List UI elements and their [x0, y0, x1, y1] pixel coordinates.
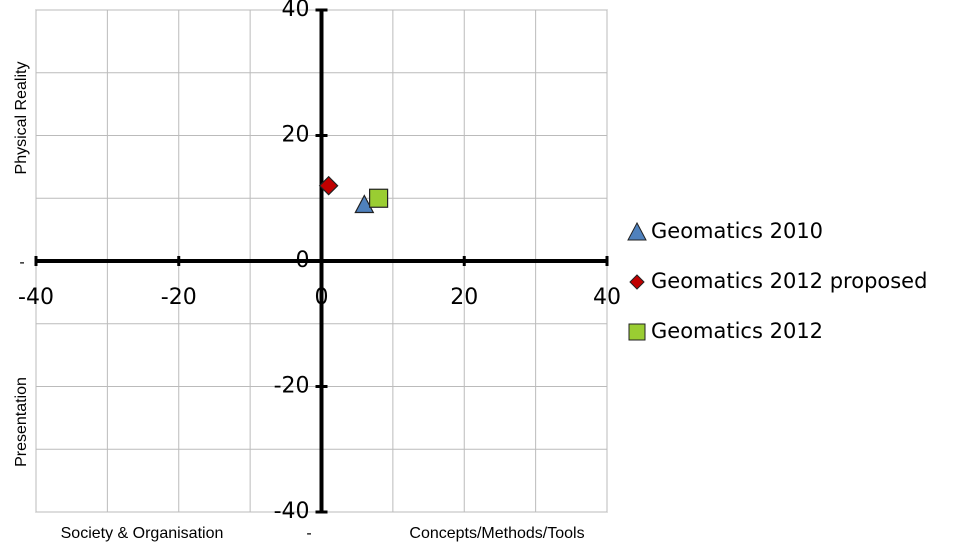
- annotation: Society & Organisation: [61, 525, 224, 542]
- x-tick-label: 40: [593, 285, 621, 310]
- legend-marker: [629, 274, 645, 290]
- x-tick-label: 0: [315, 285, 329, 310]
- y-tick-label: -20: [274, 374, 310, 399]
- x-tick-label: -40: [18, 285, 54, 310]
- legend-label: Geomatics 2012: [651, 319, 823, 343]
- x-tick-label: -20: [161, 285, 197, 310]
- y-tick-label: -40: [274, 499, 310, 524]
- legend-marker: [627, 221, 647, 241]
- y-tick-label: 0: [296, 248, 310, 273]
- annotation: -: [306, 525, 311, 542]
- annotation: Presentation: [13, 377, 30, 467]
- y-tick-label: 40: [282, 0, 310, 22]
- annotation: -: [19, 254, 24, 271]
- point: [318, 175, 339, 196]
- legend-label: Geomatics 2010: [651, 219, 823, 243]
- x-tick-label: 20: [450, 285, 478, 310]
- point: [369, 188, 389, 208]
- annotation: Concepts/Methods/Tools: [409, 525, 584, 542]
- legend-marker: [628, 323, 646, 341]
- annotation: Physical Reality: [13, 62, 30, 175]
- y-tick-label: 20: [282, 123, 310, 148]
- legend-label: Geomatics 2012 proposed: [651, 269, 927, 293]
- point: [354, 194, 375, 214]
